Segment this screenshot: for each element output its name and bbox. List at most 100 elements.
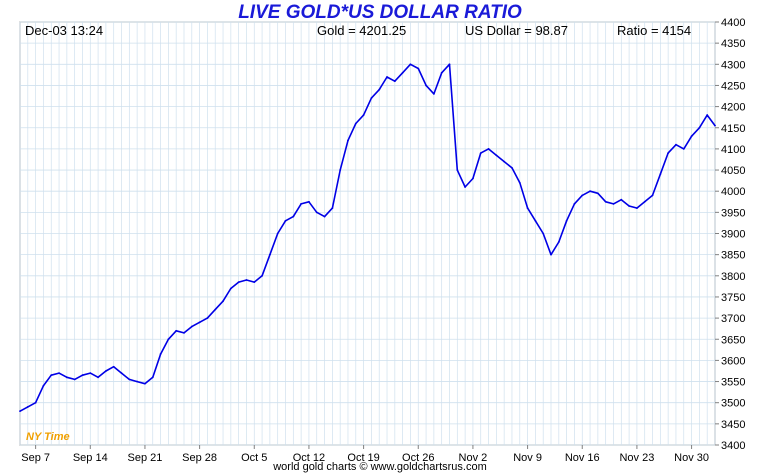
ratio-data-point bbox=[667, 152, 670, 155]
ratio-data-point bbox=[229, 287, 232, 290]
ratio-data-point bbox=[300, 202, 303, 205]
ratio-data-point bbox=[714, 124, 716, 127]
ratio-data-point bbox=[136, 380, 139, 383]
ratio-data-point bbox=[175, 329, 178, 332]
ratio-data-point bbox=[183, 332, 185, 334]
ratio-data-point bbox=[151, 376, 154, 379]
x-tick-label: Nov 9 bbox=[513, 452, 542, 464]
ratio-series-line bbox=[19, 63, 716, 412]
ratio-data-point bbox=[120, 372, 123, 374]
ratio-data-point bbox=[347, 139, 349, 142]
ratio-data-point bbox=[675, 143, 677, 146]
ratio-data-point bbox=[89, 372, 92, 374]
us-dollar-label: US Dollar = 98.87 bbox=[465, 23, 568, 38]
ratio-data-point bbox=[612, 202, 615, 205]
ratio-data-point bbox=[589, 190, 591, 193]
y-tick-label: 3650 bbox=[721, 334, 745, 346]
footer-credit: world gold charts © www.goldchartsrus.co… bbox=[273, 461, 487, 473]
ratio-data-point bbox=[65, 376, 68, 379]
ratio-data-point bbox=[323, 215, 326, 218]
x-tick-label: Oct 12 bbox=[293, 452, 325, 464]
line-layer bbox=[19, 63, 716, 413]
ratio-data-point bbox=[198, 321, 201, 324]
ratio-data-point bbox=[409, 63, 412, 66]
ratio-data-point bbox=[222, 300, 224, 303]
ratio-data-point bbox=[581, 194, 584, 197]
ratio-data-point bbox=[503, 160, 506, 163]
ratio-data-point bbox=[542, 232, 545, 235]
ratio-data-point bbox=[628, 205, 631, 207]
ratio-data-point bbox=[557, 241, 560, 243]
ratio-data-point bbox=[643, 200, 646, 203]
x-tick-label: Sep 21 bbox=[128, 452, 163, 464]
ratio-data-point bbox=[432, 93, 435, 95]
ratio-data-point bbox=[167, 338, 170, 341]
y-tick-label: 3750 bbox=[721, 292, 745, 304]
ratio-data-point bbox=[354, 122, 357, 125]
y-tick-label: 3900 bbox=[721, 229, 745, 241]
ratio-data-point bbox=[393, 80, 396, 83]
y-tick-label: 4150 bbox=[721, 123, 745, 135]
x-tick-label: Nov 23 bbox=[619, 452, 654, 464]
ratio-data-point bbox=[159, 353, 162, 355]
ratio-data-point bbox=[604, 200, 607, 203]
ratio-data-point bbox=[214, 308, 217, 311]
ratio-data-point bbox=[698, 126, 701, 129]
ratio-data-point bbox=[261, 274, 263, 277]
y-tick-label: 3850 bbox=[721, 250, 745, 262]
ratio-data-point bbox=[42, 384, 45, 387]
y-tick-label: 4300 bbox=[721, 59, 745, 71]
ratio-data-point bbox=[144, 382, 146, 385]
ratio-data-point bbox=[534, 219, 537, 222]
ratio-data-point bbox=[34, 401, 37, 404]
ratio-data-point bbox=[440, 71, 443, 74]
ratio-data-point bbox=[26, 406, 29, 408]
ratio-data-point bbox=[362, 114, 365, 116]
y-tick-labels: 3400 3450 3500 3550 3600 3650 3700 3750 3800 3850… bbox=[715, 17, 745, 452]
y-tick-label: 3500 bbox=[721, 398, 745, 410]
y-tick-label: 3800 bbox=[721, 271, 745, 283]
ratio-data-point bbox=[573, 202, 576, 205]
y-tick-label: 3450 bbox=[721, 419, 745, 431]
ratio-data-point bbox=[128, 378, 131, 381]
y-tick-label: 4000 bbox=[721, 186, 745, 198]
y-tick-label: 4050 bbox=[721, 165, 745, 177]
ratio-data-point bbox=[308, 200, 310, 203]
ratio-data-point bbox=[237, 281, 240, 284]
ratio-data-point bbox=[620, 198, 623, 201]
gold-price-label: Gold = 4201.25 bbox=[317, 23, 407, 38]
ratio-data-point bbox=[682, 148, 685, 150]
ratio-data-point bbox=[276, 232, 279, 235]
y-tick-label: 3950 bbox=[721, 207, 745, 219]
ratio-data-point bbox=[690, 135, 693, 138]
ratio-data-point bbox=[378, 88, 381, 91]
y-tick-label: 4350 bbox=[721, 38, 745, 50]
ratio-data-point bbox=[511, 167, 513, 169]
x-tick-label: Nov 2 bbox=[459, 452, 488, 464]
ratio-data-point bbox=[292, 215, 295, 218]
ratio-data-point bbox=[104, 370, 107, 372]
ratio-data-point bbox=[472, 177, 474, 180]
ratio-data-point bbox=[464, 186, 467, 188]
timezone-label: NY Time bbox=[26, 431, 70, 443]
ratio-data-point bbox=[659, 173, 662, 176]
ratio-data-point bbox=[331, 207, 334, 210]
ratio-data-point bbox=[97, 376, 99, 379]
ratio-data-point bbox=[315, 211, 318, 214]
ratio-data-point bbox=[456, 169, 459, 171]
ratio-data-point bbox=[495, 154, 498, 157]
timestamp-label: Dec-03 13:24 bbox=[25, 23, 104, 38]
ratio-data-point bbox=[596, 192, 599, 195]
ratio-data-point bbox=[58, 372, 60, 374]
ratio-data-point bbox=[190, 325, 193, 328]
ratio-data-point bbox=[81, 374, 84, 377]
x-tick-label: Sep 14 bbox=[73, 452, 108, 464]
ratio-data-point bbox=[401, 71, 404, 74]
x-tick-label: Oct 19 bbox=[347, 452, 379, 464]
x-tick-labels: Sep 7 Sep 14 Sep 21 Sep 28 Oct 5 Oct 12 Oct 19… bbox=[21, 445, 709, 464]
ratio-data-point bbox=[636, 207, 638, 210]
x-tick-label: Nov 16 bbox=[565, 452, 600, 464]
ratio-data-point bbox=[706, 114, 709, 116]
x-tick-label: Oct 5 bbox=[241, 452, 267, 464]
ratio-data-point bbox=[245, 279, 248, 281]
